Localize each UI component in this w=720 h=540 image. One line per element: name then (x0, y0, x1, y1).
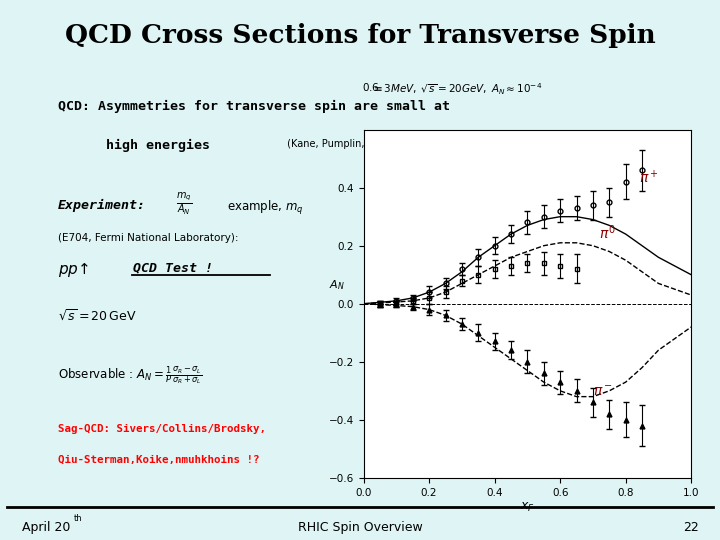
Text: QCD Cross Sections for Transverse Spin: QCD Cross Sections for Transverse Spin (65, 23, 655, 48)
Text: Experiment:: Experiment: (58, 199, 145, 212)
Text: Observable : $A_N = \frac{1}{P}\frac{\sigma_R - \sigma_L}{\sigma_R + \sigma_L}$: Observable : $A_N = \frac{1}{P}\frac{\si… (58, 364, 202, 387)
Text: $\pi^+$: $\pi^+$ (639, 169, 659, 187)
Text: high energies: high energies (58, 139, 210, 152)
Text: example, $m_q$: example, $m_q$ (227, 199, 303, 217)
Text: $\frac{m_q}{A_N}$: $\frac{m_q}{A_N}$ (176, 191, 192, 217)
Text: April 20: April 20 (22, 521, 70, 535)
X-axis label: $x_F$: $x_F$ (520, 501, 535, 514)
Text: QCD Test !: QCD Test ! (133, 261, 213, 274)
Text: $\equiv 3MeV,\;\sqrt{s}=20GeV,\;A_N\approx10^{-4}$: $\equiv 3MeV,\;\sqrt{s}=20GeV,\;A_N\appr… (371, 81, 542, 97)
Text: $\pi^0$: $\pi^0$ (600, 224, 616, 242)
Text: (E704, Fermi National Laboratory):: (E704, Fermi National Laboratory): (58, 233, 238, 244)
Text: $0.6$: $0.6$ (362, 81, 380, 93)
Text: $\pi^-$: $\pi^-$ (593, 385, 613, 399)
Text: Qiu-Sterman,Koike,nmuhkhoins !?: Qiu-Sterman,Koike,nmuhkhoins !? (58, 455, 259, 464)
Text: $A_N$: $A_N$ (329, 278, 345, 292)
Text: th: th (74, 515, 83, 523)
Text: (Kane, Pumplin, Repko, PRL 41, 1689-1692 (1978) ): (Kane, Pumplin, Repko, PRL 41, 1689-1692… (284, 139, 539, 149)
Text: $\sqrt{s} = 20\,\mathrm{GeV}$: $\sqrt{s} = 20\,\mathrm{GeV}$ (58, 308, 136, 323)
Text: QCD: Asymmetries for transverse spin are small at: QCD: Asymmetries for transverse spin are… (58, 100, 449, 113)
Text: RHIC Spin Overview: RHIC Spin Overview (297, 521, 423, 535)
Text: Sag-QCD: Sivers/Collins/Brodsky,: Sag-QCD: Sivers/Collins/Brodsky, (58, 424, 266, 434)
Text: $pp\!\uparrow$: $pp\!\uparrow$ (58, 261, 89, 279)
Text: 22: 22 (683, 521, 698, 535)
